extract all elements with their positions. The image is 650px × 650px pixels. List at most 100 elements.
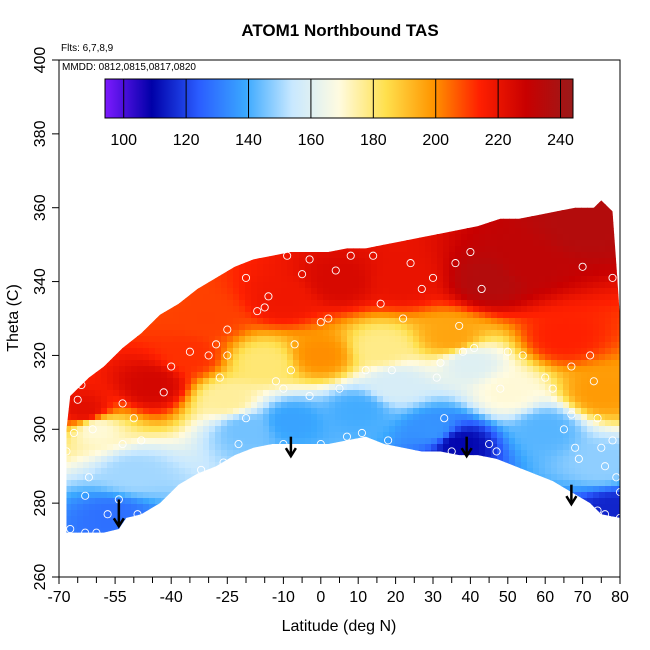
heatmap-cell [395,534,402,541]
heatmap-cell [227,402,234,409]
heatmap-cell [257,474,264,481]
heatmap-cell [71,222,78,229]
heatmap-cell [89,480,96,487]
heatmap-cell [221,318,228,325]
heatmap-cell [143,546,150,553]
heatmap-cell [107,360,114,367]
heatmap-cell [173,240,180,247]
heatmap-cell [179,432,186,439]
heatmap-cell [149,168,156,175]
heatmap-cell [59,300,66,307]
heatmap-cell [227,558,234,565]
heatmap-cell [149,294,156,301]
heatmap-cell [341,360,348,367]
heatmap-cell [347,156,354,163]
heatmap-cell [401,234,408,241]
heatmap-cell [377,384,384,391]
heatmap-cell [209,252,216,259]
heatmap-cell [95,336,102,343]
heatmap-cell [377,486,384,493]
heatmap-cell [269,444,276,451]
heatmap-cell [149,276,156,283]
heatmap-cell [317,270,324,277]
heatmap-cell [191,534,198,541]
heatmap-cell [275,348,282,355]
heatmap-cell [107,378,114,385]
heatmap-cell [227,60,234,67]
heatmap-cell [209,276,216,283]
heatmap-cell [155,372,162,379]
heatmap-cell [131,558,138,565]
heatmap-cell [299,498,306,505]
heatmap-cell [365,342,372,349]
heatmap-cell [233,174,240,181]
heatmap-cell [221,252,228,259]
heatmap-cell [149,432,156,439]
heatmap-cell [299,390,306,397]
heatmap-cell [59,270,66,277]
heatmap-cell [227,192,234,199]
heatmap-cell [173,270,180,277]
heatmap-cell [77,426,84,433]
heatmap-cell [71,546,78,553]
heatmap-cell [371,318,378,325]
heatmap-cell [239,306,246,313]
heatmap-cell [215,474,222,481]
heatmap-cell [221,450,228,457]
heatmap-cell [365,378,372,385]
heatmap-cell [101,492,108,499]
heatmap-cell [383,552,390,559]
heatmap-cell [395,378,402,385]
heatmap-cell [389,546,396,553]
heatmap-cell [233,270,240,277]
heatmap-cell [167,402,174,409]
heatmap-cell [149,222,156,229]
heatmap-cell [125,432,132,439]
heatmap-cell [389,510,396,517]
heatmap-cell [101,378,108,385]
heatmap-cell [353,420,360,427]
heatmap-cell [197,324,204,331]
heatmap-cell [329,180,336,187]
heatmap-cell [83,108,90,115]
heatmap-cell [89,144,96,151]
heatmap-cell [299,66,306,73]
heatmap-cell [83,378,90,385]
heatmap-cell [113,486,120,493]
heatmap-cell [341,336,348,343]
heatmap-cell [245,186,252,193]
heatmap-cell [143,120,150,127]
heatmap-cell [353,240,360,247]
heatmap-cell [66,312,72,319]
heatmap-cell [125,300,132,307]
heatmap-cell [323,390,330,397]
heatmap-cell [137,420,144,427]
heatmap-cell [131,462,138,469]
heatmap-cell [251,324,258,331]
heatmap-cell [353,228,360,235]
heatmap-cell [203,200,210,205]
heatmap-cell [191,558,198,565]
heatmap-cell [113,342,120,349]
heatmap-cell [179,156,186,163]
heatmap-cell [125,282,132,289]
heatmap-cell [101,366,108,373]
heatmap-cell [101,138,108,145]
heatmap-cell [215,372,222,379]
heatmap-cell [215,552,222,559]
heatmap-cell [107,162,114,169]
heatmap-cell [101,462,108,469]
heatmap-cell [227,270,234,277]
heatmap-cell [179,528,186,533]
heatmap-cell [221,498,228,505]
heatmap-cell [215,150,222,157]
heatmap-cell [125,522,132,529]
heatmap-cell [251,420,258,427]
heatmap-cell [377,200,384,205]
heatmap-cell [185,336,192,343]
heatmap-cell [323,498,330,505]
heatmap-cell [125,516,132,523]
heatmap-cell [359,474,366,481]
heatmap-cell [215,462,222,469]
heatmap-cell [353,540,360,547]
